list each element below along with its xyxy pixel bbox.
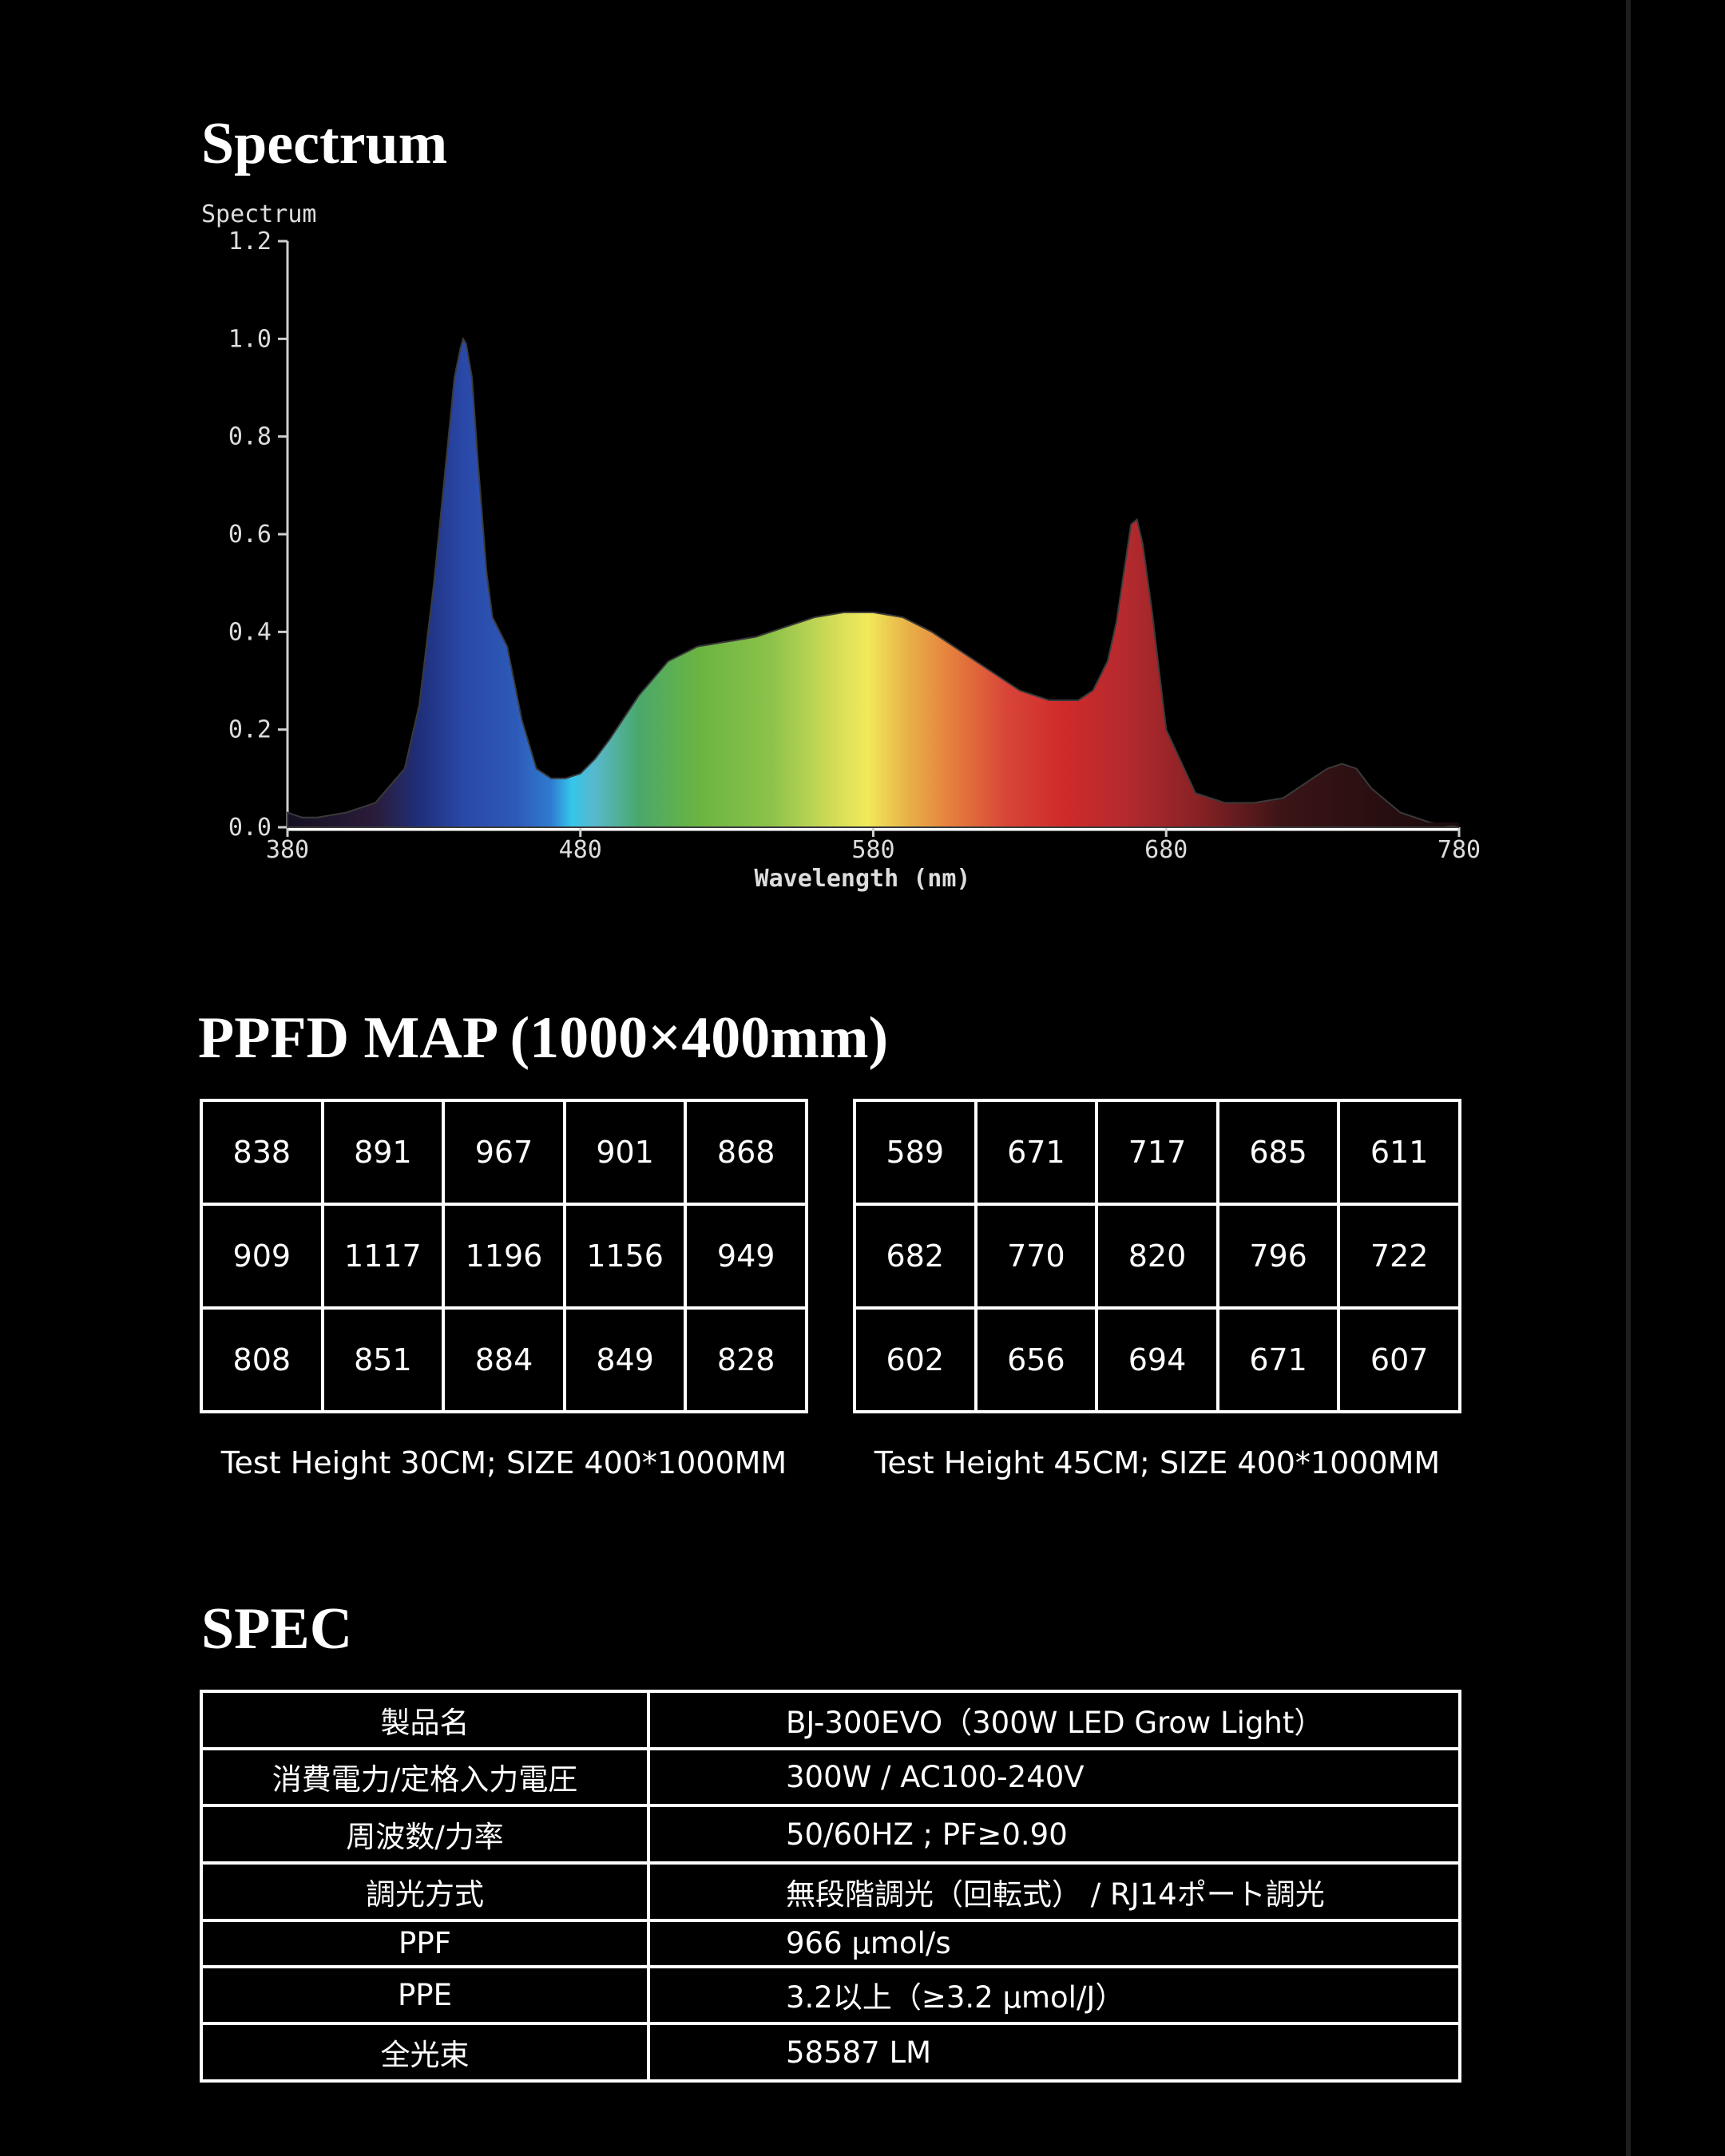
spec-row: 製品名 BJ-300EVO（300W LED Grow Light） — [200, 1690, 1461, 1750]
spec-row: 消費電力/定格入力電圧 300W / AC100-240V — [200, 1746, 1461, 1808]
spec-value: 3.2以上（≥3.2 µmol/J） — [647, 1964, 1461, 2026]
spec-key: 調光方式 — [200, 1861, 650, 1922]
spec-key: 製品名 — [200, 1690, 650, 1750]
ppfd-30-cell: 828 — [684, 1306, 808, 1413]
spec-key: 消費電力/定格入力電圧 — [200, 1746, 650, 1808]
ppfd-30-cell: 909 — [200, 1203, 324, 1310]
spec-key: PPE — [200, 1964, 650, 2026]
ppfd-30-cell: 949 — [684, 1203, 808, 1310]
spec-row: 周波数/力率 50/60HZ ; PF≥0.90 — [200, 1804, 1461, 1865]
spec-table: 製品名 BJ-300EVO（300W LED Grow Light） 消費電力/定格… — [200, 1690, 1461, 2083]
ppfd-grid-30cm: 838 891 967 901 868 909 1117 1196 1156 949 808 851 8… — [200, 1099, 808, 1413]
y-tick-label: 1.2 — [228, 228, 272, 256]
spec-row: PPE 3.2以上（≥3.2 µmol/J） — [200, 1964, 1461, 2026]
spec-key: PPF — [200, 1918, 650, 1968]
spectrum-section-title: Spectrum — [201, 111, 448, 176]
x-axis: 380 480 580 680 780 — [266, 826, 1481, 864]
y-tick-label: 0.6 — [228, 521, 272, 549]
spec-key: 周波数/力率 — [200, 1804, 650, 1865]
ppfd-45-row: 682 770 820 796 722 — [853, 1203, 1461, 1310]
y-tick-label: 0.4 — [228, 618, 272, 646]
x-tick-label: 380 — [266, 836, 309, 864]
ppfd-30-row: 838 891 967 901 868 — [200, 1099, 808, 1206]
x-axis-label: Wavelength (nm) — [755, 865, 971, 893]
spec-value: BJ-300EVO（300W LED Grow Light） — [647, 1690, 1461, 1750]
ppfd-section-title: PPFD MAP (1000×400mm) — [198, 1005, 889, 1071]
ppfd-30-row: 909 1117 1196 1156 949 — [200, 1203, 808, 1310]
ppfd-30-cell: 967 — [442, 1099, 566, 1206]
ppfd-30-row: 808 851 884 849 828 — [200, 1306, 808, 1413]
spec-row: 調光方式 無段階調光（回転式） / RJ14ポート調光 — [200, 1861, 1461, 1922]
ppfd-45-cell: 694 — [1095, 1306, 1219, 1413]
ppfd-45-cell: 656 — [974, 1306, 1099, 1413]
spec-value: 300W / AC100-240V — [647, 1746, 1461, 1808]
ppfd-30-cell: 868 — [684, 1099, 808, 1206]
spec-value: 無段階調光（回転式） / RJ14ポート調光 — [647, 1861, 1461, 1922]
ppfd-45-cell: 602 — [853, 1306, 978, 1413]
ppfd-45-cell: 611 — [1337, 1099, 1461, 1206]
ppfd-45-cell: 682 — [853, 1203, 978, 1310]
ppfd-caption-30cm: Test Height 30CM; SIZE 400*1000MM — [220, 1445, 787, 1480]
x-tick-label: 580 — [851, 836, 894, 864]
ppfd-30-cell: 1117 — [320, 1203, 446, 1310]
ppfd-45-cell: 770 — [974, 1203, 1099, 1310]
ppfd-45-cell: 589 — [853, 1099, 978, 1206]
spec-value: 58587 LM — [647, 2022, 1461, 2083]
y-tick-label: 0.2 — [228, 716, 272, 744]
y-tick-label: 0.8 — [228, 423, 272, 451]
spectrum-area — [287, 336, 1460, 828]
ppfd-30-cell: 808 — [200, 1306, 324, 1413]
spec-row: 全光束 58587 LM — [200, 2022, 1461, 2083]
spec-key: 全光束 — [200, 2022, 650, 2083]
ppfd-30-cell: 1196 — [442, 1203, 566, 1310]
ppfd-30-cell: 891 — [320, 1099, 446, 1206]
spec-value: 966 µmol/s — [647, 1918, 1461, 1968]
ppfd-45-row: 602 656 694 671 607 — [853, 1306, 1461, 1413]
y-tick-label: 1.0 — [228, 325, 272, 353]
ppfd-45-cell: 671 — [1215, 1306, 1341, 1413]
ppfd-grid-45cm: 589 671 717 685 611 682 770 820 796 722 602 656 694 6… — [853, 1099, 1461, 1413]
ppfd-45-cell: 685 — [1215, 1099, 1341, 1206]
ppfd-45-cell: 607 — [1337, 1306, 1461, 1413]
right-edge-divider — [1626, 0, 1631, 2156]
ppfd-30-cell: 901 — [562, 1099, 688, 1206]
ppfd-45-cell: 717 — [1095, 1099, 1219, 1206]
ppfd-45-cell: 820 — [1095, 1203, 1219, 1310]
ppfd-45-row: 589 671 717 685 611 — [853, 1099, 1461, 1206]
spec-row: PPF 966 µmol/s — [200, 1918, 1461, 1968]
y-tick-label: 0.0 — [228, 814, 272, 842]
x-tick-label: 780 — [1438, 836, 1481, 864]
ppfd-30-cell: 884 — [442, 1306, 566, 1413]
ppfd-caption-45cm: Test Height 45CM; SIZE 400*1000MM — [874, 1445, 1441, 1480]
spectrum-chart: Spectrum 0.0 0.2 0.4 0.6 0.8 1.0 1.2 380 480 580… — [201, 200, 1481, 893]
ppfd-45-cell: 722 — [1337, 1203, 1461, 1310]
chart-title: Spectrum — [201, 200, 317, 228]
series-group — [287, 336, 1460, 828]
x-tick-label: 480 — [559, 836, 602, 864]
ppfd-30-cell: 1156 — [562, 1203, 688, 1310]
x-tick-label: 680 — [1144, 836, 1188, 864]
ppfd-30-cell: 849 — [562, 1306, 688, 1413]
ppfd-45-cell: 671 — [974, 1099, 1099, 1206]
ppfd-30-cell: 851 — [320, 1306, 446, 1413]
y-axis: 0.0 0.2 0.4 0.6 0.8 1.0 1.2 — [228, 228, 289, 842]
spec-value: 50/60HZ ; PF≥0.90 — [647, 1804, 1461, 1865]
ppfd-45-cell: 796 — [1215, 1203, 1341, 1310]
ppfd-30-cell: 838 — [200, 1099, 324, 1206]
spec-section-title: SPEC — [201, 1596, 353, 1662]
